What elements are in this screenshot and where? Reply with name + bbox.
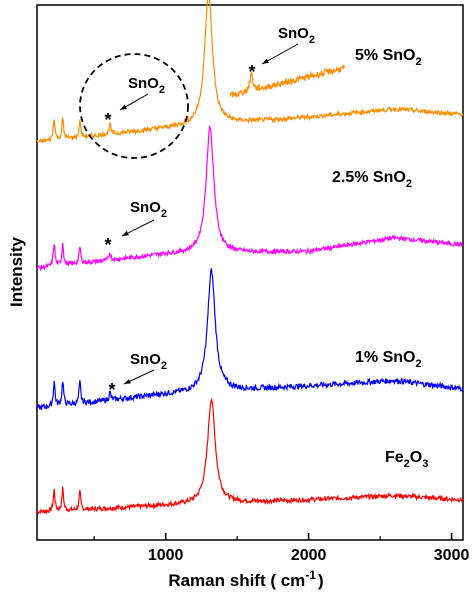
- series-label-fe2o3-sub2: 3: [422, 458, 428, 470]
- x-axis-title-main: Raman shift ( cm: [168, 571, 305, 590]
- annotation-label-5pct: SnO2: [128, 75, 165, 96]
- annotation-label-inset: SnO2: [278, 25, 315, 46]
- spectra-group: [36, 0, 464, 515]
- annotation-label-2-5pct: SnO2: [130, 199, 167, 220]
- series-label-fe2o3-main: Fe: [385, 449, 404, 466]
- annotation-arrow-inset: [261, 43, 299, 65]
- x-axis-ticks: 1000 2000 3000: [93, 533, 470, 564]
- x-axis-title-sup: -1: [305, 568, 316, 582]
- series-label-5pct-sub: 2: [415, 56, 421, 68]
- annotation-label-inset-sub: 2: [309, 34, 315, 46]
- x-tick-label: 1000: [148, 547, 184, 564]
- annotations-group: SnO2*SnO2*SnO2*SnO2*: [79, 25, 315, 400]
- x-axis-title-end: ): [318, 571, 324, 590]
- spectrum-line-0: [36, 397, 464, 515]
- x-axis-title: Raman shift ( cm-1): [168, 568, 323, 590]
- annotation-star-1pct: *: [108, 380, 115, 400]
- annotation-star-inset: *: [248, 62, 255, 82]
- annotation-star-5pct: *: [104, 110, 111, 130]
- annotation-circle-5pct: [79, 53, 189, 159]
- series-label-1pct-main: 1% SnO: [355, 349, 415, 366]
- series-label-2-5pct: 2.5% SnO2: [332, 169, 412, 190]
- annotation-arrow-inset-head: [262, 58, 269, 64]
- series-label-fe2o3-sub1: 2: [404, 458, 410, 470]
- spectrum-line-1: [36, 268, 464, 410]
- x-tick-label: 2000: [291, 547, 327, 564]
- annotation-arrow-1pct-head: [124, 379, 131, 384]
- annotation-arrow-2-5pct-head: [122, 230, 129, 236]
- annotation-star-2-5pct: *: [104, 235, 111, 255]
- series-label-5pct-main: 5% SnO: [355, 47, 415, 64]
- annotation-label-2-5pct-main: SnO: [130, 199, 161, 216]
- series-label-fe2o3-mid: O: [410, 449, 422, 466]
- annotation-label-1pct-main: SnO: [130, 351, 161, 368]
- annotation-label-inset-main: SnO: [278, 25, 309, 42]
- series-label-fe2o3: Fe2O3: [385, 449, 428, 470]
- x-tick-label: 3000: [434, 547, 470, 564]
- annotation-label-2-5pct-sub: 2: [161, 208, 167, 220]
- annotation-arrow-5pct-head: [120, 104, 127, 110]
- series-label-5pct: 5% SnO2: [355, 47, 422, 68]
- spectrum-line-2: [36, 125, 464, 272]
- series-label-1pct: 1% SnO2: [355, 349, 422, 370]
- series-label-2-5pct-sub: 2: [406, 178, 412, 190]
- y-axis-title: Intensity: [7, 237, 26, 307]
- inset-spectrum-line: [229, 64, 345, 99]
- annotation-label-5pct-main: SnO: [128, 75, 159, 92]
- series-label-2-5pct-main: 2.5% SnO: [332, 169, 406, 186]
- spectrum-line-3: [36, 0, 464, 143]
- series-label-1pct-sub: 2: [415, 358, 421, 370]
- annotation-label-5pct-sub: 2: [159, 84, 165, 96]
- annotation-label-1pct: SnO2: [130, 351, 167, 372]
- plot-frame: [36, 4, 464, 541]
- annotation-label-1pct-sub: 2: [161, 360, 167, 372]
